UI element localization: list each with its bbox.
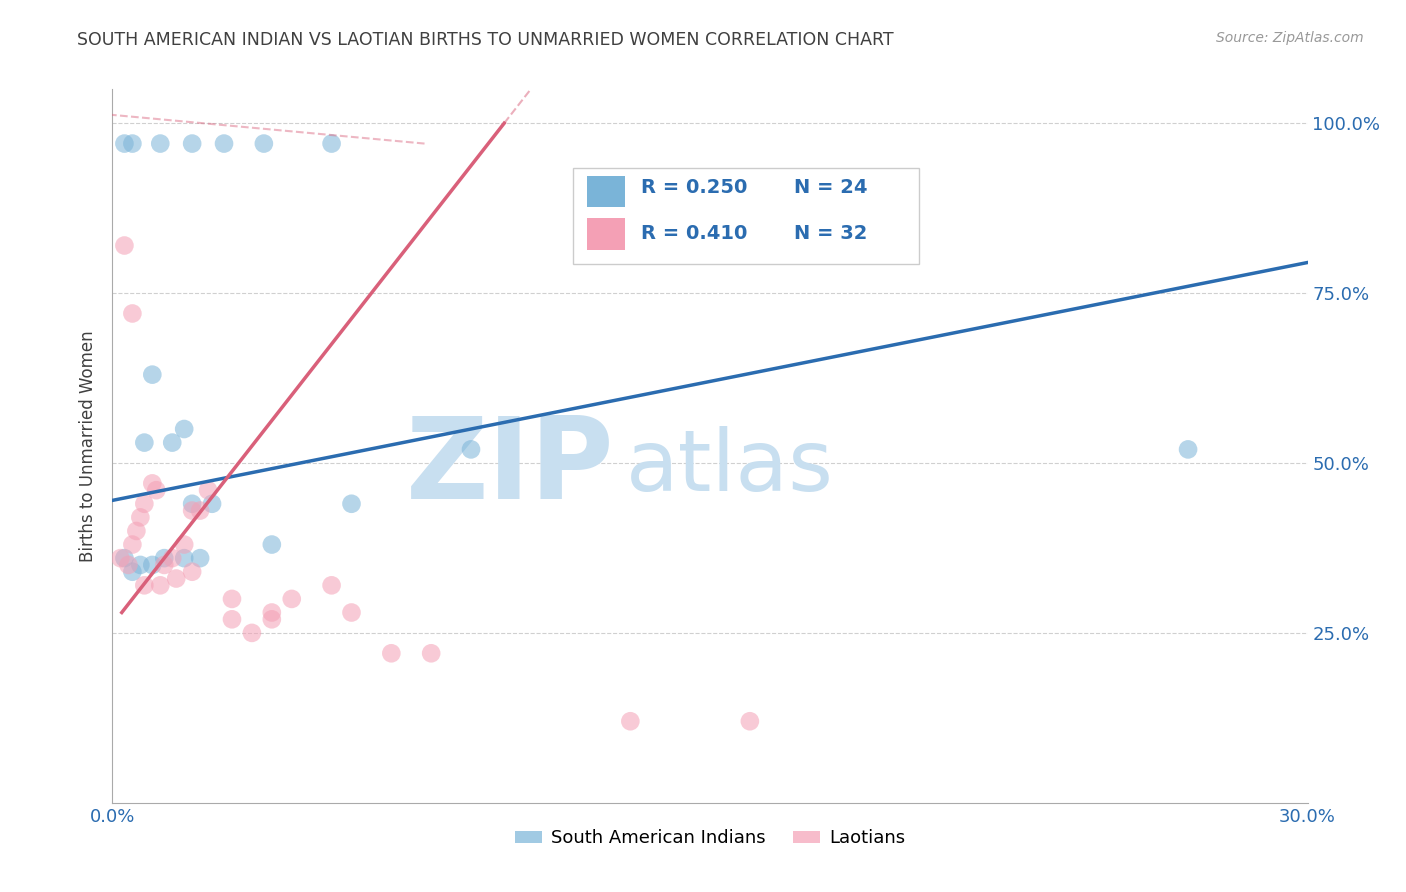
Point — [188, 503, 211, 517]
Point — [162, 551, 183, 566]
Point — [149, 578, 172, 592]
Text: N = 32: N = 32 — [794, 224, 868, 243]
Point — [460, 442, 482, 457]
FancyBboxPatch shape — [586, 219, 626, 250]
Point — [181, 503, 204, 517]
Text: N = 24: N = 24 — [794, 178, 868, 197]
Point — [149, 136, 172, 151]
Point — [221, 612, 243, 626]
Point — [134, 497, 156, 511]
Point — [321, 136, 343, 151]
Point — [240, 626, 263, 640]
Point — [162, 435, 183, 450]
Point — [134, 578, 156, 592]
Point — [420, 646, 443, 660]
Point — [201, 497, 224, 511]
Point — [129, 510, 152, 524]
Point — [114, 136, 135, 151]
Point — [260, 606, 283, 620]
Point — [114, 238, 135, 252]
Point — [153, 551, 176, 566]
Y-axis label: Births to Unmarried Women: Births to Unmarried Women — [79, 330, 97, 562]
Point — [173, 537, 195, 551]
Point — [212, 136, 235, 151]
Point — [121, 565, 143, 579]
Point — [253, 136, 276, 151]
Point — [340, 497, 363, 511]
Point — [153, 558, 176, 572]
Point — [340, 606, 363, 620]
Point — [134, 435, 156, 450]
FancyBboxPatch shape — [586, 176, 626, 207]
Point — [197, 483, 219, 498]
Point — [141, 558, 163, 572]
Text: SOUTH AMERICAN INDIAN VS LAOTIAN BIRTHS TO UNMARRIED WOMEN CORRELATION CHART: SOUTH AMERICAN INDIAN VS LAOTIAN BIRTHS … — [77, 31, 894, 49]
Point — [114, 551, 135, 566]
Point — [121, 136, 143, 151]
Point — [181, 136, 204, 151]
Text: atlas: atlas — [627, 425, 834, 509]
Point — [121, 537, 143, 551]
Text: R = 0.410: R = 0.410 — [641, 224, 747, 243]
Point — [173, 422, 195, 436]
Point — [221, 591, 243, 606]
Point — [738, 714, 761, 729]
Point — [145, 483, 167, 498]
Point — [141, 368, 163, 382]
Point — [1177, 442, 1199, 457]
Point — [380, 646, 402, 660]
Point — [117, 558, 139, 572]
FancyBboxPatch shape — [572, 168, 920, 264]
Point — [141, 476, 163, 491]
Point — [110, 551, 132, 566]
Point — [173, 551, 195, 566]
Point — [281, 591, 304, 606]
Text: Source: ZipAtlas.com: Source: ZipAtlas.com — [1216, 31, 1364, 45]
Text: ZIP: ZIP — [406, 412, 614, 523]
Point — [260, 612, 283, 626]
Point — [181, 565, 204, 579]
Point — [619, 714, 641, 729]
Point — [188, 551, 211, 566]
Point — [181, 497, 204, 511]
Point — [165, 572, 187, 586]
Point — [129, 558, 152, 572]
Point — [260, 537, 283, 551]
Point — [121, 306, 143, 320]
Legend: South American Indians, Laotians: South American Indians, Laotians — [508, 822, 912, 855]
Point — [321, 578, 343, 592]
Point — [125, 524, 148, 538]
Text: R = 0.250: R = 0.250 — [641, 178, 747, 197]
